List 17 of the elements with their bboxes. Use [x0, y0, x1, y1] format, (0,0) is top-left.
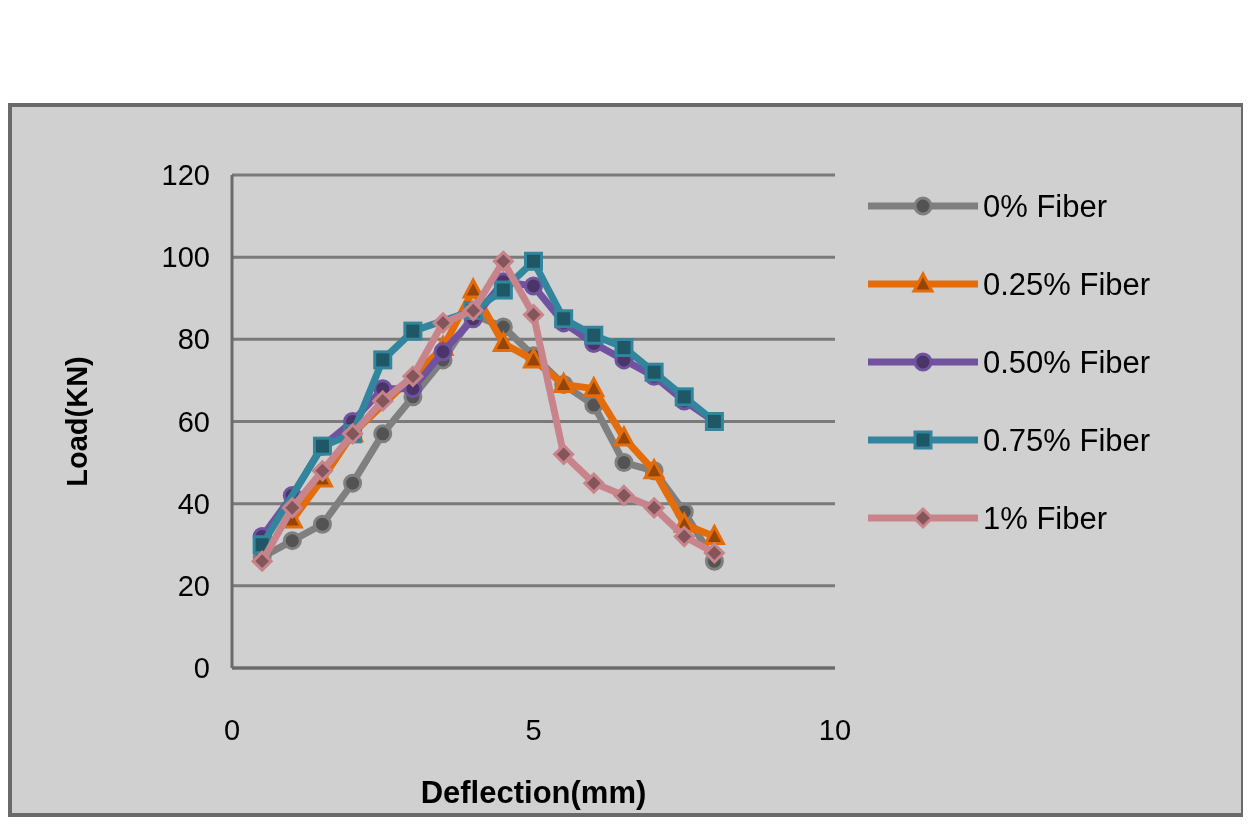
y-tick-label: 120	[161, 159, 210, 191]
y-tick-label: 80	[177, 323, 210, 356]
y-tick-label: 20	[177, 569, 210, 602]
x-tick-label: 0	[223, 714, 241, 746]
y-axis-title: Load(KN)	[61, 356, 93, 487]
legend-label: 1% Fiber	[983, 500, 1108, 536]
legend-label: 0% Fiber	[983, 188, 1108, 224]
y-tick-label: 0	[193, 652, 210, 684]
x-axis-title: Deflection(mm)	[420, 775, 647, 810]
y-tick-label: 40	[177, 487, 210, 520]
y-tick-label: 60	[177, 405, 210, 438]
y-tick-label: 100	[161, 241, 210, 274]
legend-label: 0.25% Fiber	[983, 266, 1151, 302]
x-tick-label: 10	[818, 714, 852, 746]
x-tick-label: 5	[525, 714, 542, 746]
legend-label: 0.50% Fiber	[983, 344, 1151, 380]
legend-label: 0.75% Fiber	[983, 422, 1151, 458]
